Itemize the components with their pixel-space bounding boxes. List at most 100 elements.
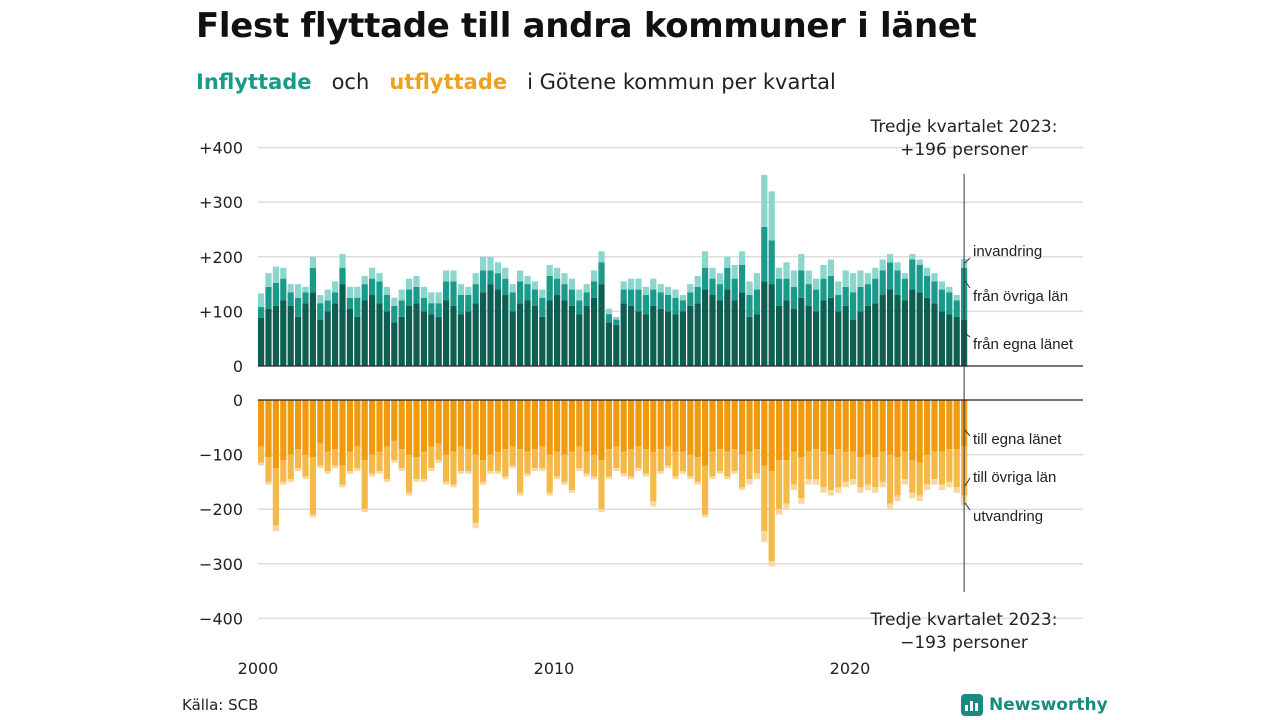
bar-in-other <box>879 270 886 296</box>
chart-subtitle: Inflyttade och utflyttade i Götene kommu… <box>196 70 836 94</box>
bar-in-other <box>887 262 894 290</box>
bar-in-other <box>850 292 857 320</box>
bar-in-other <box>287 292 294 306</box>
bar-in-immig <box>583 284 590 293</box>
bar-in-own <box>768 284 775 366</box>
bar-out-other <box>302 454 309 477</box>
bar-in-immig <box>657 284 664 293</box>
bar-out-emig <box>561 481 568 485</box>
bar-out-own <box>716 400 723 450</box>
bar-in-other <box>724 267 731 290</box>
bar-in-other <box>487 270 494 285</box>
bar-out-emig <box>280 481 287 485</box>
bar-in-other <box>835 295 842 312</box>
bar-in-other <box>339 267 346 285</box>
bar-out-own <box>302 400 309 455</box>
bar-out-own <box>872 400 879 458</box>
bar-out-emig <box>457 470 464 474</box>
bar-out-other <box>709 451 716 477</box>
y-tick-label: 0 <box>233 357 243 376</box>
bar-out-other <box>864 454 871 485</box>
bar-out-other <box>753 449 760 474</box>
bar-in-own <box>546 300 553 366</box>
bar-in-own <box>332 303 339 366</box>
bar-in-other <box>709 278 716 296</box>
label-invandring: invandring <box>973 243 1042 260</box>
bar-in-other <box>509 292 516 312</box>
bar-out-emig <box>420 479 427 482</box>
bar-in-immig <box>391 297 398 306</box>
bar-out-other <box>916 462 923 496</box>
bar-out-emig <box>265 481 272 485</box>
bar-out-own <box>487 400 494 455</box>
bar-in-immig <box>864 273 871 285</box>
bar-out-other <box>798 457 805 499</box>
bar-out-emig <box>502 476 509 480</box>
bar-out-own <box>450 400 457 452</box>
bar-out-other <box>931 451 938 480</box>
bar-out-emig <box>428 468 435 471</box>
bar-out-own <box>909 400 916 461</box>
source-note: Källa: SCB <box>182 696 259 714</box>
bar-in-own <box>443 300 450 366</box>
bar-out-own <box>916 400 923 463</box>
bar-in-own <box>746 316 753 366</box>
bar-out-own <box>620 400 627 452</box>
bar-in-other <box>620 289 627 304</box>
bar-out-emig <box>591 476 598 480</box>
bar-in-immig <box>369 267 376 279</box>
bar-out-own <box>568 400 575 452</box>
bar-out-emig <box>613 468 620 471</box>
bar-in-own <box>783 300 790 366</box>
bar-out-other <box>369 454 376 474</box>
label-till-egna-lanet: till egna länet <box>973 431 1062 448</box>
bar-in-immig <box>827 259 834 276</box>
bar-out-other <box>332 449 339 466</box>
bar-in-immig <box>406 278 413 290</box>
bar-out-emig <box>443 481 450 485</box>
bar-out-own <box>591 400 598 455</box>
bar-out-own <box>753 400 760 450</box>
y-tick-label: −100 <box>199 446 243 465</box>
bar-in-own <box>620 303 627 366</box>
bar-out-emig <box>672 476 679 480</box>
bar-out-own <box>672 400 679 452</box>
bar-out-emig <box>339 484 346 488</box>
bar-in-other <box>665 295 672 312</box>
bar-in-immig <box>413 275 420 287</box>
bar-out-other <box>887 454 894 504</box>
bar-out-other <box>376 451 383 471</box>
bar-out-other <box>420 451 427 480</box>
bar-in-other <box>739 264 746 293</box>
bar-out-emig <box>857 487 864 493</box>
bar-in-other <box>531 289 538 306</box>
bar-out-emig <box>406 492 413 496</box>
bar-out-own <box>280 400 287 461</box>
bar-out-emig <box>724 476 731 480</box>
bar-in-other <box>628 289 635 306</box>
bar-in-own <box>857 311 864 366</box>
bar-out-other <box>813 449 820 480</box>
bar-in-immig <box>916 259 923 265</box>
bar-out-other <box>716 449 723 471</box>
bar-out-emig <box>605 476 612 480</box>
bar-in-own <box>428 314 435 366</box>
bar-in-immig <box>598 251 605 263</box>
bar-in-own <box>383 311 390 366</box>
bar-in-other <box>598 262 605 285</box>
bar-out-other <box>435 443 442 461</box>
bar-in-own <box>324 311 331 366</box>
bar-in-own <box>909 289 916 366</box>
bar-in-other <box>776 278 783 306</box>
bar-in-immig <box>568 278 575 290</box>
bar-in-own <box>872 303 879 366</box>
bar-in-own <box>827 297 834 366</box>
bar-in-own <box>864 305 871 366</box>
bar-in-own <box>805 305 812 366</box>
bar-out-other <box>783 460 790 504</box>
bar-out-own <box>953 400 960 450</box>
bar-out-other <box>746 451 753 480</box>
brand-logo: Newsworthy <box>961 694 1108 716</box>
bar-out-own <box>857 400 864 458</box>
bar-out-other <box>272 468 279 526</box>
